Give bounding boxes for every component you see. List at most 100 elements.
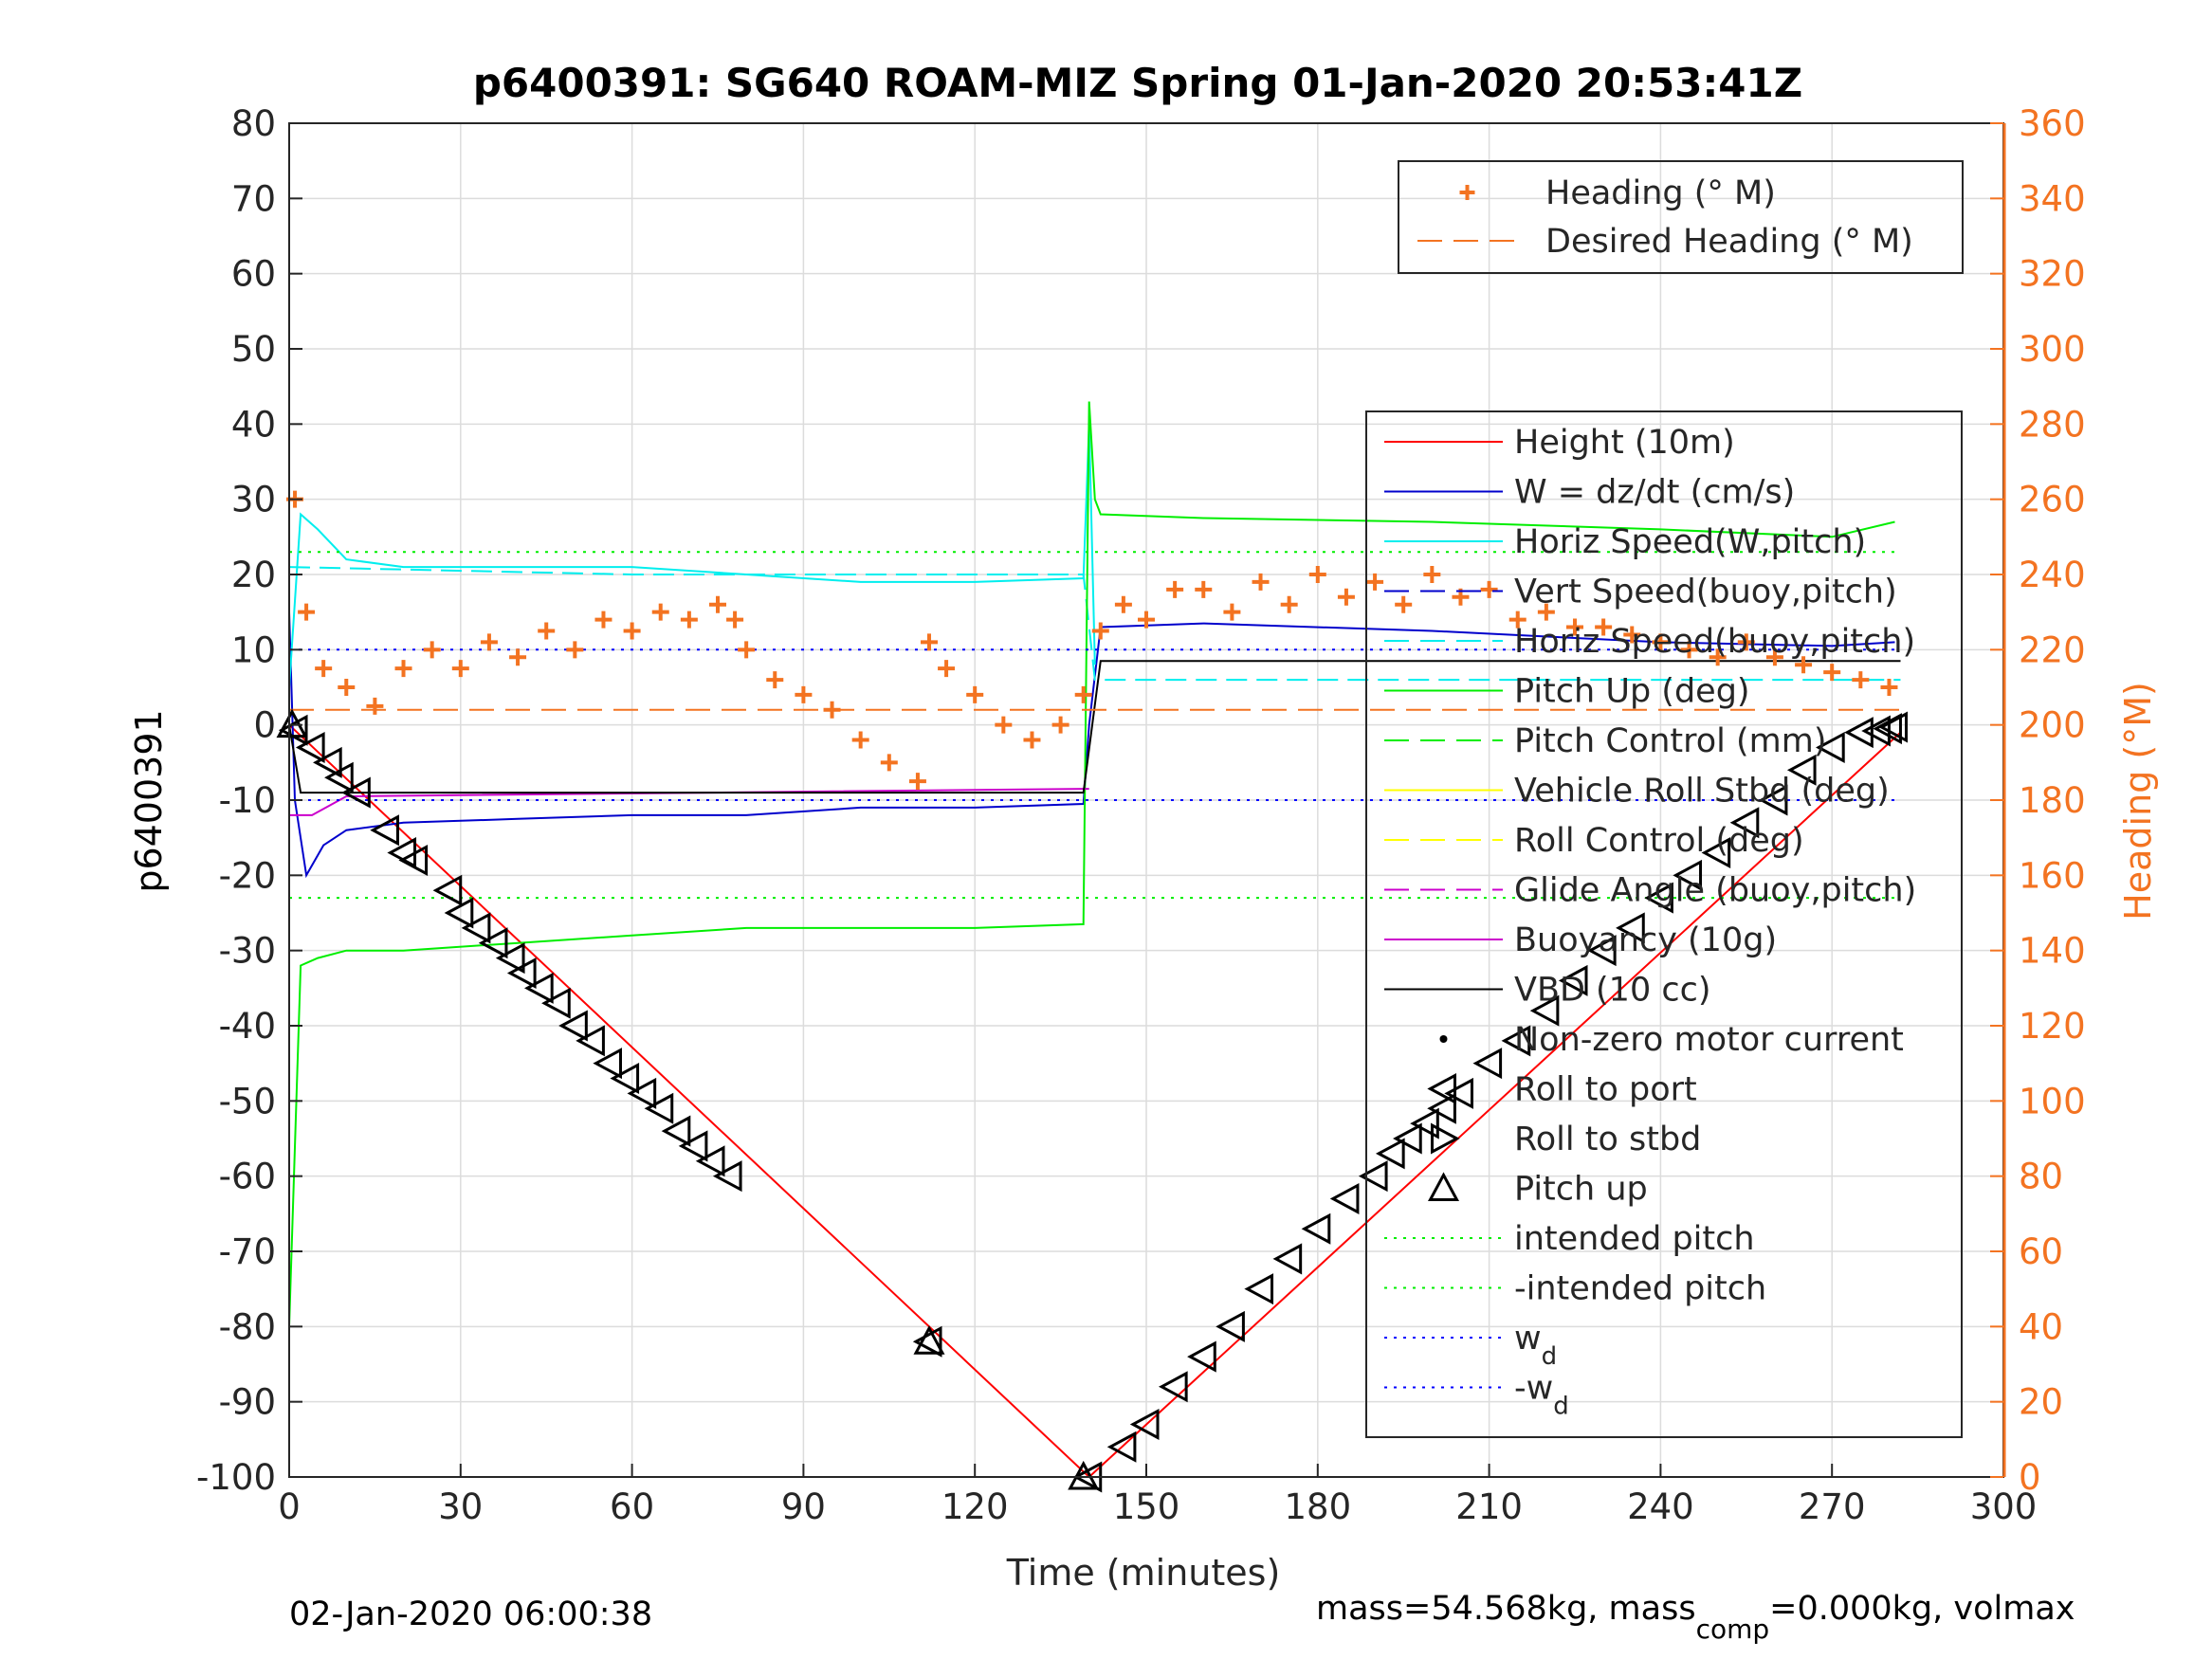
roll-port-marker <box>661 1115 691 1147</box>
heading-point <box>738 641 756 659</box>
roll-port-marker <box>324 761 354 793</box>
roll-port-marker <box>1444 1077 1473 1109</box>
roll-port-marker <box>678 1130 708 1162</box>
legend-heading: Heading (° M) Desired Heading (° M) <box>1398 160 1964 274</box>
x-tick-label: 210 <box>1455 1486 1523 1527</box>
legend-label: Desired Heading (° M) <box>1545 223 1913 261</box>
footer-mass: mass=54.568kg, masscomp=0.000kg, volmax <box>1316 1590 2075 1645</box>
x-tick-label: 240 <box>1627 1486 1694 1527</box>
x-tick-label: 120 <box>941 1486 1009 1527</box>
legend-label: Pitch up <box>1514 1171 1648 1209</box>
y2-tick-label: 160 <box>2019 855 2086 896</box>
series-line-horiz-speed-buoy-pitch <box>288 566 1901 682</box>
y2-axis-label: Heading (°M) <box>2117 682 2159 921</box>
x-tick-label: 30 <box>438 1486 483 1527</box>
heading-point <box>298 603 316 621</box>
y-tick-label: -40 <box>219 1006 276 1047</box>
legend-box <box>1365 410 1963 1438</box>
heading-point <box>1114 595 1132 613</box>
roll-port-marker <box>478 927 508 959</box>
y-tick-label: -70 <box>219 1231 276 1272</box>
legend-label: -intended pitch <box>1514 1270 1766 1308</box>
series-line-vbd-10-cc <box>288 660 1901 794</box>
roll-port-marker <box>1427 1092 1456 1124</box>
roll-port-marker <box>644 1092 674 1124</box>
heading-point <box>480 633 498 651</box>
legend-sample <box>1431 1122 1460 1155</box>
series-line-w-dz-dt-cm-s <box>288 611 1895 879</box>
roll-port-marker <box>593 1048 622 1080</box>
roll-port-marker <box>1558 964 1588 996</box>
y2-tick-label: 320 <box>2019 254 2086 295</box>
legend-label: W = dz/dt (cm/s) <box>1514 474 1795 512</box>
heading-point <box>995 716 1013 734</box>
heading-point <box>1166 580 1184 598</box>
legend-sample <box>1427 1072 1456 1105</box>
roll-port-marker <box>398 844 429 876</box>
ticks: 0 30 60 90 120 150 180 210 240 270 300-100-90-80-7… <box>196 103 2086 1527</box>
pitch-up-marker <box>913 1325 945 1355</box>
heading-point <box>1852 671 1870 689</box>
footer-mass-sub: comp <box>1696 1613 1770 1645</box>
heading-point <box>1652 633 1670 651</box>
roll-port-marker <box>695 1145 725 1177</box>
y-axis-label: p6400391 <box>128 709 170 892</box>
roll-port-marker <box>1729 807 1760 839</box>
heading-point <box>1680 641 1698 659</box>
roll-port-marker <box>1878 711 1908 743</box>
legend-label: Vehicle Roll Stbd (deg) <box>1514 773 1890 811</box>
heading-point <box>726 611 744 629</box>
heading-point <box>1508 611 1526 629</box>
legend-box <box>1398 160 1964 274</box>
roll-port-marker <box>558 1010 588 1042</box>
y2-tick-label: 20 <box>2019 1382 2063 1423</box>
y-tick-label: -10 <box>219 780 276 821</box>
roll-port-marker <box>576 1025 605 1057</box>
legend-sample <box>1439 1035 1448 1043</box>
heading-point <box>366 697 384 715</box>
x-tick-label: 300 <box>1970 1486 2038 1527</box>
heading-point <box>1423 566 1441 583</box>
heading-point <box>1709 648 1727 666</box>
legend-label: intended pitch <box>1514 1220 1755 1258</box>
legend-label-sub: d <box>1553 1393 1569 1421</box>
x-tick-label: 60 <box>610 1486 654 1527</box>
y2-tick-label: 60 <box>2019 1231 2063 1272</box>
y-tick-label: -90 <box>219 1382 276 1423</box>
y-tick-label: 70 <box>231 178 276 219</box>
y2-tick-label: 220 <box>2019 629 2086 670</box>
heading-point <box>1595 618 1613 636</box>
roll-port-marker <box>1844 717 1874 749</box>
roll-port-marker <box>1616 912 1645 944</box>
roll-port-marker <box>341 776 371 809</box>
roll-port-marker <box>1106 1431 1137 1463</box>
legend-label: Roll Control (deg) <box>1514 822 1804 860</box>
heading-point <box>1366 573 1384 591</box>
legend-label: Pitch Control (mm) <box>1514 722 1826 760</box>
roll-port-marker <box>295 731 325 763</box>
heading-point <box>1195 580 1213 598</box>
legend-label: Roll to stbd <box>1514 1121 1701 1158</box>
legend-label: Roll to port <box>1514 1071 1697 1109</box>
heading-point <box>880 754 898 772</box>
y-tick-label: 50 <box>231 329 276 370</box>
heading-point <box>394 660 412 678</box>
legend-sample <box>1427 1172 1460 1201</box>
x-tick-label: 90 <box>781 1486 826 1527</box>
roll-port-marker <box>1216 1310 1245 1342</box>
heading-point <box>1091 622 1109 640</box>
roll-port-marker <box>1786 754 1817 786</box>
y2-tick-label: 120 <box>2019 1006 2086 1047</box>
y2-tick-label: 300 <box>2019 329 2086 370</box>
y-tick-label: -20 <box>219 855 276 896</box>
roll-port-marker <box>1393 1122 1422 1155</box>
heading-point <box>1395 595 1413 613</box>
chart-title: p6400391: SG640 ROAM-MIZ Spring 01-Jan-2… <box>473 60 1802 106</box>
roll-port-marker <box>1410 1107 1439 1139</box>
legend-label: Glide Angle (buoy,pitch) <box>1514 872 1916 910</box>
legend-label: VBD (10 cc) <box>1514 972 1711 1010</box>
heading-point <box>566 641 584 659</box>
heading-point <box>651 603 669 621</box>
heading-point <box>1765 648 1783 666</box>
